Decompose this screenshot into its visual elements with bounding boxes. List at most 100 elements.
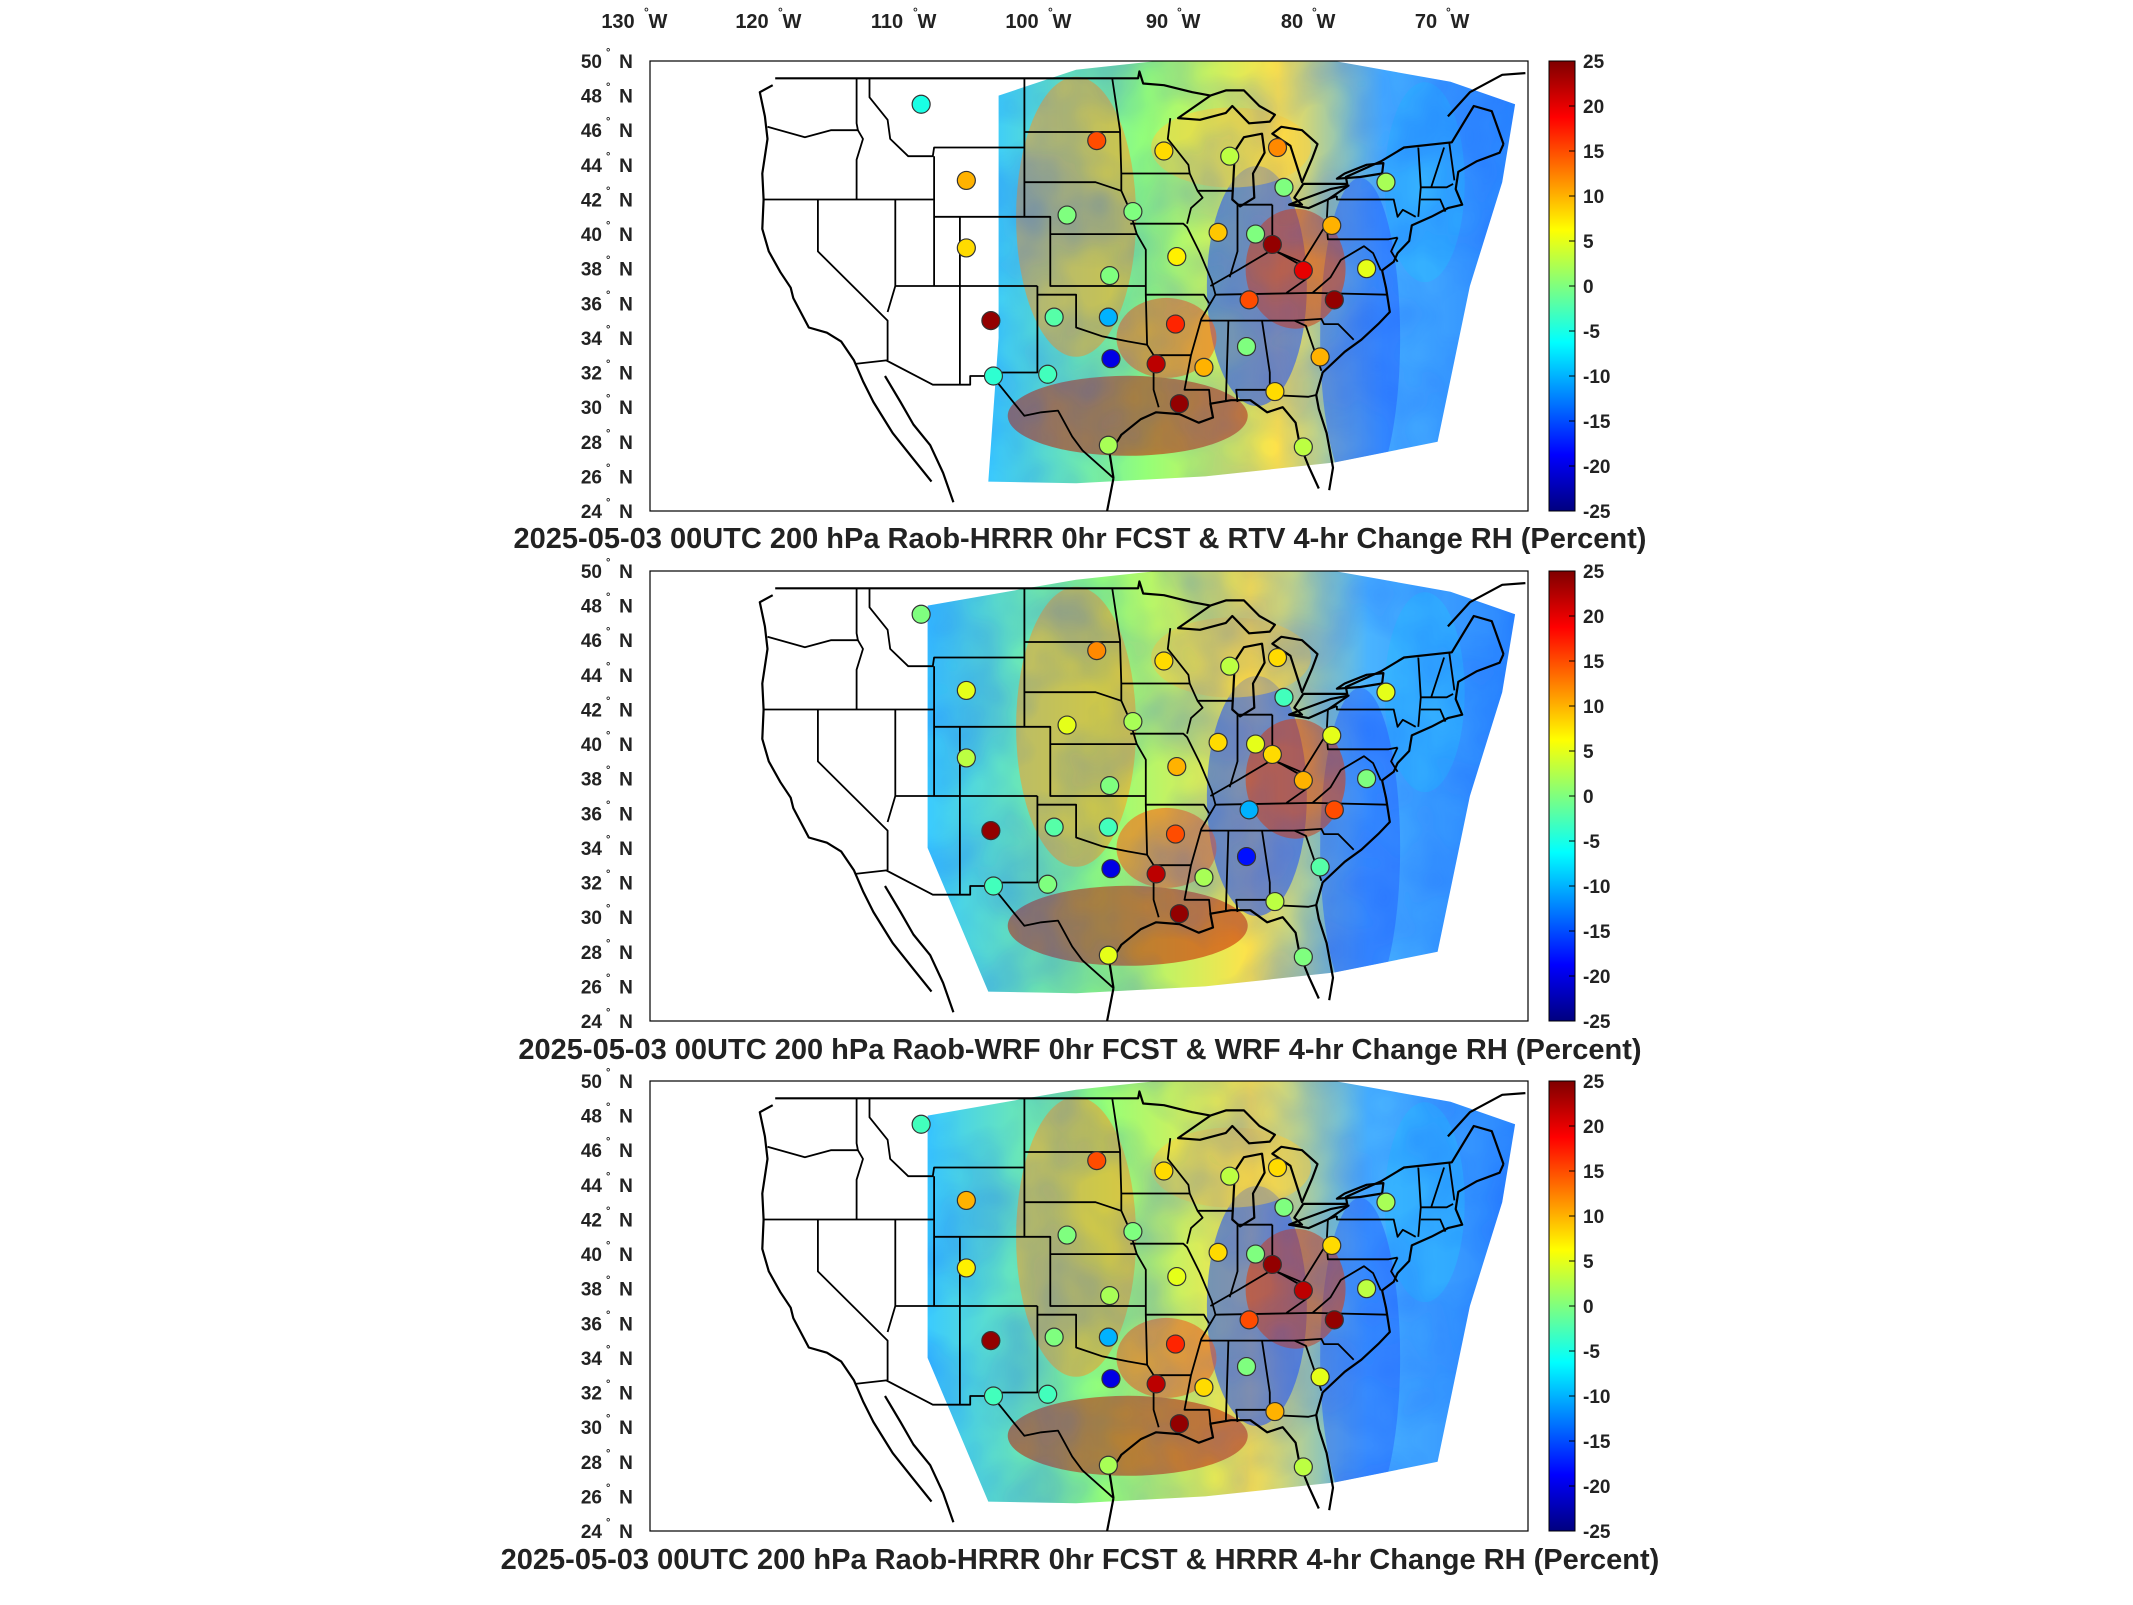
raob-station <box>1322 725 1342 746</box>
svg-text:°: ° <box>606 1171 610 1183</box>
svg-text:40: 40 <box>581 1245 602 1266</box>
colorbar-tick-label: -5 <box>1583 1342 1600 1363</box>
svg-text:80: 80 <box>1281 11 1303 33</box>
svg-text:34: 34 <box>581 329 603 350</box>
colorbar: 25 20 15 10 5 0 -5 -10 -15 -20 -25 <box>1548 1072 1611 1543</box>
svg-text:°: ° <box>606 393 610 405</box>
raob-stations <box>911 604 1396 967</box>
colorbar-tick-label: 10 <box>1583 1207 1604 1228</box>
svg-text:N: N <box>619 1012 633 1033</box>
raob-station <box>1098 945 1118 965</box>
svg-text:°: ° <box>606 1413 610 1425</box>
svg-text:24: 24 <box>581 1522 603 1543</box>
panels: 50 ° N48 ° N46 ° N44 ° N42 ° N40 ° N38 ° N36 ° N34 ° N32 ° N… <box>501 47 1660 1576</box>
svg-text:32: 32 <box>581 364 602 385</box>
raob-station <box>1267 137 1288 158</box>
raob-station <box>1293 1280 1313 1301</box>
raob-stations <box>911 94 1396 457</box>
svg-text:48: 48 <box>581 87 602 108</box>
raob-station <box>956 1258 976 1278</box>
map-outlines <box>758 1090 1526 1531</box>
colorbar-tick-label: -15 <box>1583 412 1611 433</box>
lon-label: 100 ° W <box>1005 5 1071 33</box>
lat-label: 24 ° N <box>581 1007 633 1033</box>
colorbar: 25 20 15 10 5 0 -5 -10 -15 -20 -25 <box>1548 562 1611 1033</box>
colorbar-tick-label: 0 <box>1583 277 1594 298</box>
svg-text:42: 42 <box>581 1210 602 1231</box>
raob-station <box>1167 246 1187 267</box>
svg-text:°: ° <box>644 5 649 19</box>
raob-station <box>911 604 931 624</box>
svg-text:°: ° <box>606 1102 610 1114</box>
svg-text:46: 46 <box>581 121 602 142</box>
svg-text:N: N <box>619 1141 633 1162</box>
lat-label: 44 ° N <box>581 151 633 177</box>
lat-label: 50 ° N <box>581 557 633 583</box>
svg-text:°: ° <box>1177 5 1182 19</box>
raob-station <box>1123 711 1143 732</box>
svg-text:N: N <box>619 1176 633 1197</box>
svg-text:N: N <box>619 329 633 350</box>
svg-text:°: ° <box>606 185 610 197</box>
lon-label: 80 ° W <box>1281 5 1336 33</box>
svg-text:°: ° <box>606 799 610 811</box>
colorbar-tick-label: -25 <box>1583 1012 1611 1033</box>
raob-station <box>1098 435 1118 455</box>
raob-station <box>1167 756 1187 777</box>
lat-label: 46 ° N <box>581 626 633 652</box>
raob-station <box>1322 215 1342 236</box>
svg-text:°: ° <box>606 1275 610 1287</box>
panel-title: 2025-05-03 00UTC 200 hPa Raob-HRRR 0hr F… <box>514 523 1647 555</box>
svg-text:38: 38 <box>581 260 602 281</box>
colorbar: 25 20 15 10 5 0 -5 -10 -15 -20 -25 <box>1548 52 1611 523</box>
svg-text:°: ° <box>606 869 610 881</box>
svg-text:N: N <box>619 364 633 385</box>
raob-station <box>1154 651 1174 671</box>
colorbar-tick-label: -10 <box>1583 877 1610 898</box>
raob-station <box>1293 947 1313 967</box>
colorbar-tick-label: 15 <box>1583 652 1605 673</box>
lat-label: 34 ° N <box>581 834 633 860</box>
raob-station <box>1376 1192 1396 1212</box>
colorbar-tick-label: -20 <box>1583 1477 1610 1498</box>
raob-station <box>911 94 931 114</box>
raob-station <box>1274 1197 1294 1217</box>
lat-label: 50 ° N <box>581 47 633 73</box>
svg-text:°: ° <box>606 765 610 777</box>
map-panel: 50 ° N48 ° N46 ° N44 ° N42 ° N40 ° N38 ° N36 ° N34 ° N32 ° N… <box>514 47 1647 555</box>
svg-text:N: N <box>619 735 633 756</box>
svg-text:°: ° <box>606 324 610 336</box>
svg-text:N: N <box>619 562 633 583</box>
svg-text:100: 100 <box>1005 11 1038 33</box>
svg-text:°: ° <box>913 5 918 19</box>
svg-text:48: 48 <box>581 597 602 618</box>
colorbar-tick-label: 10 <box>1583 697 1604 718</box>
svg-text:70: 70 <box>1415 11 1437 33</box>
svg-text:110: 110 <box>871 11 903 33</box>
raob-station <box>1100 1286 1120 1306</box>
raob-station <box>1267 647 1288 668</box>
raob-station <box>1220 1166 1240 1186</box>
svg-text:°: ° <box>606 47 610 59</box>
svg-text:50: 50 <box>581 1072 602 1093</box>
raob-station <box>1293 1457 1313 1477</box>
lat-label: 24 ° N <box>581 1517 633 1543</box>
raob-station <box>1101 1369 1121 1389</box>
lat-label: 44 ° N <box>581 661 633 687</box>
raob-station <box>1220 146 1240 166</box>
lon-label: 70 ° W <box>1415 5 1470 33</box>
svg-text:38: 38 <box>581 1280 602 1301</box>
raob-station <box>1376 682 1396 702</box>
svg-text:N: N <box>619 700 633 721</box>
lat-label: 40 ° N <box>581 730 633 756</box>
raob-station <box>1167 1266 1187 1287</box>
raob-station <box>1208 1242 1228 1262</box>
raob-station <box>1169 904 1189 924</box>
colorbar-tick-label: 5 <box>1583 742 1594 763</box>
colorbar-tick-label: 25 <box>1583 52 1605 73</box>
svg-text:N: N <box>619 1384 633 1405</box>
lon-label: 120 ° W <box>735 5 801 33</box>
svg-text:26: 26 <box>581 467 602 488</box>
